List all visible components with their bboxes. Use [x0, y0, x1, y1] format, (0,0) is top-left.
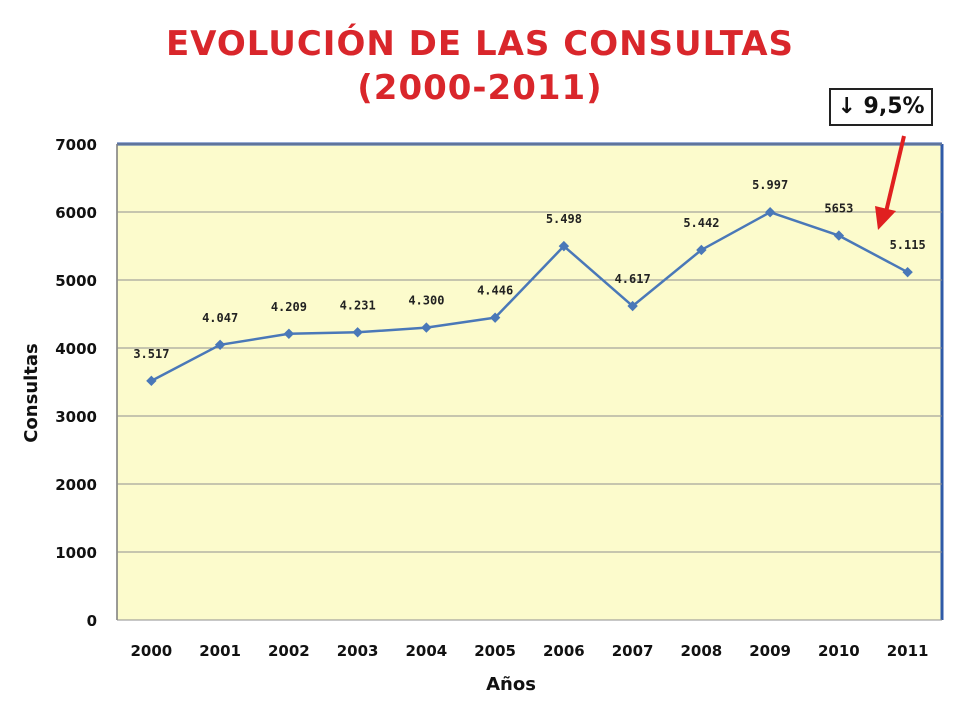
decrease-percentage: 9,5% — [863, 94, 925, 119]
x-tick-label: 2009 — [749, 642, 791, 660]
y-tick-label: 0 — [87, 612, 97, 630]
data-label: 5.115 — [890, 238, 926, 252]
y-tick-label: 7000 — [55, 136, 97, 154]
decrease-badge: ↓ 9,5% — [829, 88, 933, 126]
x-tick-label: 2004 — [406, 642, 448, 660]
down-arrow-icon: ↓ — [837, 94, 856, 119]
data-point — [421, 322, 432, 333]
data-point — [214, 339, 226, 351]
data-label: 4.209 — [271, 300, 307, 314]
data-label: 4.446 — [477, 284, 513, 298]
x-tick-label: 2000 — [131, 642, 173, 660]
data-label: 5.997 — [752, 178, 788, 192]
data-label: 3.517 — [133, 347, 169, 361]
x-tick-label: 2002 — [268, 642, 310, 660]
data-point — [627, 300, 638, 312]
x-tick-label: 2001 — [199, 642, 241, 660]
x-tick-label: 2010 — [818, 642, 860, 660]
data-label: 4.617 — [615, 272, 651, 286]
data-label: 4.047 — [202, 311, 238, 325]
y-axis-title: Consultas — [21, 343, 42, 443]
chart-title-line1: EVOLUCIÓN DE LAS CONSULTAS — [165, 24, 795, 64]
data-label: 4.231 — [340, 298, 376, 312]
data-point — [352, 327, 363, 338]
data-point — [902, 266, 913, 278]
x-tick-label: 2006 — [543, 642, 585, 660]
y-tick-label: 4000 — [55, 340, 97, 358]
data-label: 5.442 — [683, 216, 719, 230]
plot-area — [117, 144, 942, 620]
data-label: 4.300 — [408, 294, 444, 308]
data-point — [558, 240, 570, 252]
data-point — [833, 230, 845, 241]
x-tick-label: 2003 — [337, 642, 379, 660]
y-tick-label: 1000 — [55, 544, 97, 562]
y-tick-label: 2000 — [55, 476, 97, 494]
data-point — [283, 328, 295, 339]
data-point — [146, 375, 157, 387]
x-tick-label: 2005 — [474, 642, 516, 660]
y-tick-label: 3000 — [55, 408, 97, 426]
chart-title: EVOLUCIÓN DE LAS CONSULTAS (2000-2011) — [0, 22, 960, 110]
callout-arrow-head — [875, 206, 896, 230]
data-point — [696, 244, 707, 256]
x-tick-label: 2008 — [681, 642, 723, 660]
series-line — [150, 210, 909, 382]
chart-title-line2: (2000-2011) — [357, 68, 603, 108]
y-tick-label: 5000 — [55, 272, 97, 290]
data-point — [489, 312, 501, 323]
x-tick-label: 2007 — [612, 642, 654, 660]
data-label: 5653 — [824, 202, 853, 216]
x-axis-title: Años — [486, 674, 536, 695]
callout-arrow-shaft — [884, 135, 906, 213]
x-tick-label: 2011 — [887, 642, 929, 660]
data-label: 5.498 — [546, 212, 582, 226]
data-point — [764, 206, 776, 218]
y-tick-label: 6000 — [55, 204, 97, 222]
